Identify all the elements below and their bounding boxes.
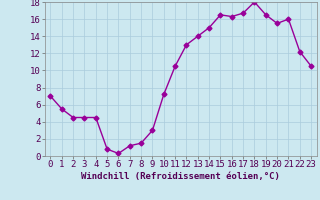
X-axis label: Windchill (Refroidissement éolien,°C): Windchill (Refroidissement éolien,°C) [81, 172, 280, 181]
